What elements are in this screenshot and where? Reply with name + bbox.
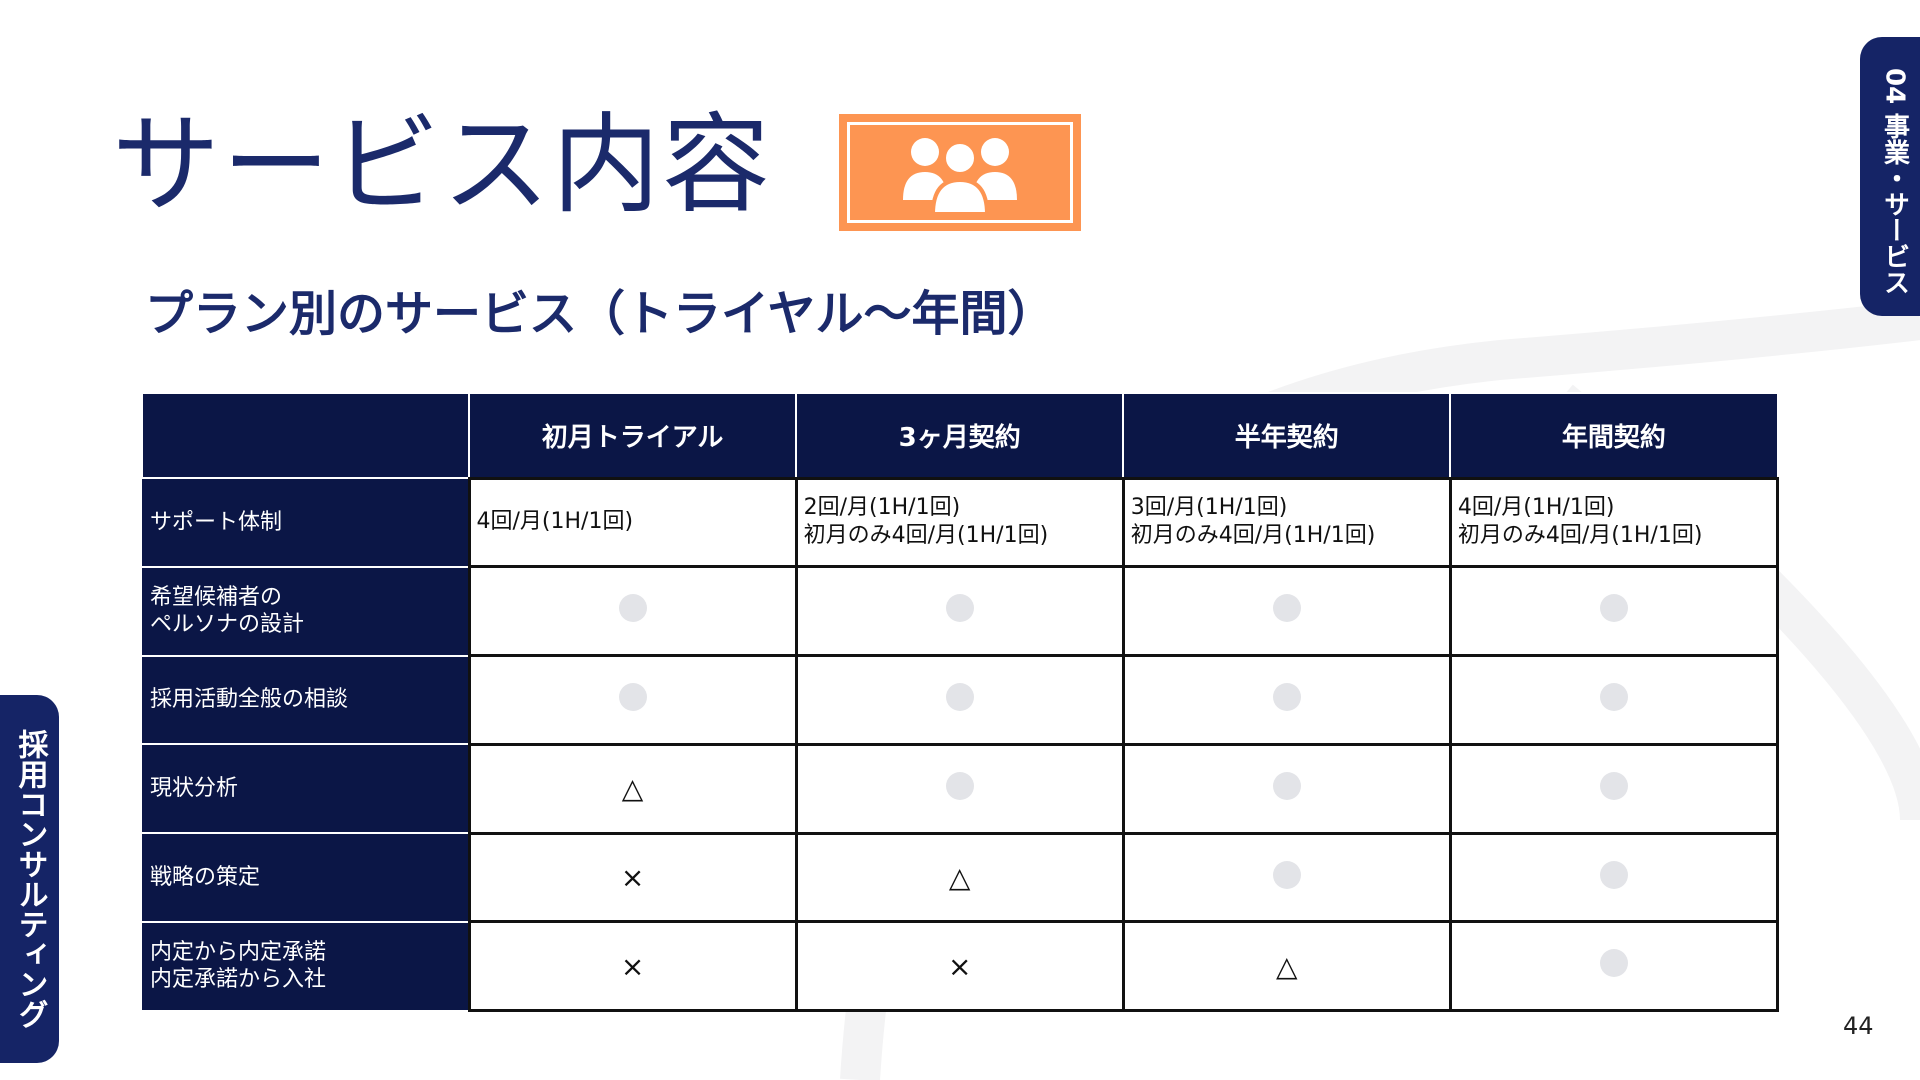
table-row: 希望候補者の ペルソナの設計 <box>142 565 1780 658</box>
row-label-line: 内定から内定承諾 <box>150 939 327 965</box>
cell-text: 3回/月(1H/1回) 初月のみ4回/月(1H/1回) <box>1121 476 1452 569</box>
cell-available <box>1448 565 1780 658</box>
row-label-line: 採用活動全般の相談 <box>150 687 349 713</box>
cell-available <box>1448 920 1780 1013</box>
cell-available <box>1121 565 1452 658</box>
cell-partial: △ <box>1121 920 1452 1013</box>
table-row: 戦略の策定 × △ <box>142 831 1780 924</box>
cell-available <box>1121 742 1452 835</box>
circle-mark-icon <box>1599 594 1628 623</box>
column-header: 初月トライアル <box>467 392 798 479</box>
cell-text: 4回/月(1H/1回) 初月のみ4回/月(1H/1回) <box>1448 476 1780 569</box>
cell-text: 4回/月(1H/1回) <box>467 476 798 569</box>
circle-mark-icon <box>1272 860 1301 889</box>
cell-available <box>467 565 798 658</box>
cell-available <box>794 565 1125 658</box>
cell-available <box>1448 742 1780 835</box>
row-header: 希望候補者の ペルソナの設計 <box>142 565 470 657</box>
cell-available <box>1448 831 1780 924</box>
cell-unavailable: × <box>467 920 798 1013</box>
cell-available <box>467 654 798 746</box>
people-group-icon <box>839 114 1081 231</box>
table-row: 内定から内定承諾 内定承諾から入社 × × △ <box>142 920 1780 1013</box>
cell-line: 初月のみ4回/月(1H/1回) <box>1130 523 1376 549</box>
plan-comparison-table: 初月トライアル 3ヶ月契約 半年契約 年間契約 サポート体制 4回/月(1H/1回) 2回… <box>141 392 1780 1013</box>
circle-mark-icon <box>1272 771 1301 800</box>
cell-line: 4回/月(1H/1回) <box>476 509 634 535</box>
circle-mark-icon <box>945 682 974 711</box>
cross-mark-icon: × <box>947 949 972 983</box>
cell-line: 2回/月(1H/1回) <box>803 494 961 520</box>
row-label-line: 希望候補者の <box>150 584 283 610</box>
cell-available <box>794 742 1125 835</box>
triangle-mark-icon: △ <box>621 772 644 806</box>
row-header: 採用活動全般の相談 <box>142 654 470 746</box>
section-subtitle: プラン別のサービス（トライヤル～年間） <box>145 286 1056 342</box>
cell-line: 初月のみ4回/月(1H/1回) <box>1457 523 1703 549</box>
cell-unavailable: × <box>467 831 798 924</box>
page-number: 44 <box>1843 1012 1874 1040</box>
table-row: 現状分析 △ <box>142 742 1780 835</box>
row-label-line: ペルソナの設計 <box>150 612 305 638</box>
table-row: サポート体制 4回/月(1H/1回) 2回/月(1H/1回) 初月のみ4回/月(1H/… <box>142 476 1780 569</box>
page-title: サービス内容 <box>112 103 773 228</box>
column-header: 半年契約 <box>1122 392 1452 479</box>
circle-mark-icon <box>618 594 647 623</box>
cross-mark-icon: × <box>620 949 645 983</box>
column-header: 年間契約 <box>1449 392 1779 479</box>
row-header: 現状分析 <box>142 743 470 835</box>
circle-mark-icon <box>1599 771 1628 800</box>
cross-mark-icon: × <box>620 861 645 895</box>
cell-partial: △ <box>467 742 798 835</box>
row-header: 戦略の策定 <box>142 832 470 923</box>
cell-line: 4回/月(1H/1回) <box>1457 494 1615 520</box>
section-tab-business-services[interactable]: 04 事業・サービス <box>1860 37 1920 316</box>
category-tab-recruitment-consulting[interactable]: 採用コンサルティング <box>0 695 59 1063</box>
cell-line: 3回/月(1H/1回) <box>1130 494 1288 520</box>
cell-unavailable: × <box>794 920 1125 1013</box>
triangle-mark-icon: △ <box>1276 949 1298 983</box>
cell-available <box>1121 831 1452 924</box>
circle-mark-icon <box>1272 682 1301 711</box>
column-header: 3ヶ月契約 <box>795 392 1125 479</box>
cell-partial: △ <box>794 831 1125 924</box>
circle-mark-icon <box>945 771 974 800</box>
row-header: 内定から内定承諾 内定承諾から入社 <box>142 920 470 1012</box>
cell-text: 2回/月(1H/1回) 初月のみ4回/月(1H/1回) <box>794 476 1125 569</box>
cell-available <box>794 654 1125 746</box>
column-header <box>141 392 470 479</box>
circle-mark-icon <box>1599 860 1628 889</box>
circle-mark-icon <box>618 682 647 711</box>
row-label-line: サポート体制 <box>150 509 283 535</box>
row-label-line: 現状分析 <box>150 776 239 802</box>
row-label-line: 戦略の策定 <box>150 864 261 890</box>
table-row: 採用活動全般の相談 <box>142 654 1780 746</box>
cell-line: 初月のみ4回/月(1H/1回) <box>803 523 1049 549</box>
cell-available <box>1448 654 1780 746</box>
circle-mark-icon <box>1599 682 1628 711</box>
circle-mark-icon <box>1599 949 1628 978</box>
row-label-line: 内定承諾から入社 <box>150 967 327 993</box>
circle-mark-icon <box>945 594 974 623</box>
triangle-mark-icon: △ <box>948 861 971 895</box>
cell-available <box>1121 654 1452 746</box>
row-header: サポート体制 <box>142 477 470 568</box>
circle-mark-icon <box>1272 594 1301 623</box>
